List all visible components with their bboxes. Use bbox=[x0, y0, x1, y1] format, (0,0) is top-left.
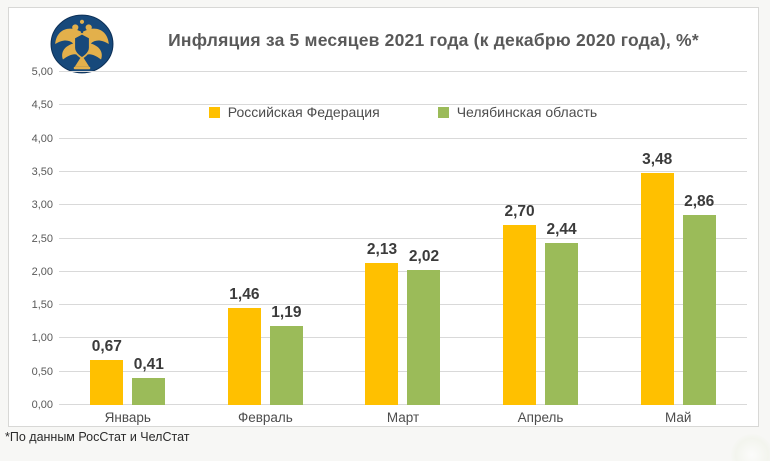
x-axis-label: Май bbox=[664, 410, 692, 425]
y-axis-tick-label: 2,00 bbox=[31, 265, 53, 278]
y-axis: 0,00 0,50 1,00 1,50 2,00 2,50 3,00 3,50 4,00 4,50… bbox=[19, 66, 53, 411]
bar-group: 2,70 2,44 bbox=[472, 72, 610, 405]
gridline bbox=[59, 237, 747, 239]
bar-chelyabinsk-oblast: 2,44 bbox=[545, 221, 579, 405]
gridline bbox=[59, 370, 747, 372]
y-axis-tick-label: 0,50 bbox=[31, 365, 53, 378]
legend-swatch-icon bbox=[208, 106, 220, 118]
legend-label: Челябинская область bbox=[456, 104, 598, 120]
legend-item-chelyabinsk-oblast: Челябинская область bbox=[437, 104, 598, 120]
bar-value-label: 0,41 bbox=[133, 355, 164, 373]
bar-russian-federation: 0,67 bbox=[90, 338, 124, 405]
bar-value-label: 0,67 bbox=[91, 338, 122, 356]
chart-panel: Инфляция за 5 месяцев 2021 года (к декаб… bbox=[8, 7, 770, 461]
bar-chelyabinsk-oblast: 2,02 bbox=[407, 248, 441, 405]
watermark bbox=[731, 434, 770, 461]
bar-chelyabinsk-oblast: 0,41 bbox=[132, 356, 166, 405]
x-axis: Январь Февраль Март Апрель Май bbox=[59, 410, 747, 425]
bar-value-label: 2,13 bbox=[366, 241, 398, 259]
y-axis-tick-label: 4,50 bbox=[31, 99, 53, 112]
legend-item-russian-federation: Российская Федерация bbox=[208, 104, 380, 120]
y-axis-tick-label: 3,50 bbox=[31, 165, 53, 178]
bar-value-label: 1,46 bbox=[229, 285, 260, 303]
bar-group: 2,13 2,02 bbox=[334, 72, 472, 405]
bar-value-label: 2,02 bbox=[408, 248, 440, 266]
legend-label: Российская Федерация bbox=[227, 104, 380, 120]
y-axis-tick-label: 4,00 bbox=[31, 132, 53, 145]
bar-value-label: 2,86 bbox=[684, 192, 715, 210]
x-axis-label: Март bbox=[386, 410, 420, 425]
gridline bbox=[59, 170, 747, 172]
bar-chelyabinsk-oblast: 1,19 bbox=[269, 304, 303, 405]
gridline bbox=[59, 304, 747, 306]
gridline bbox=[59, 404, 747, 405]
bar-value-label: 3,48 bbox=[642, 151, 673, 169]
legend: Российская Федерация Челябинская область bbox=[59, 104, 747, 120]
footnote: *По данным РосСтат и ЧелСтат bbox=[5, 430, 190, 444]
legend-swatch-icon bbox=[437, 106, 449, 118]
bar-russian-federation: 2,13 bbox=[365, 241, 399, 405]
bar-russian-federation: 1,46 bbox=[227, 286, 261, 405]
y-axis-tick-label: 2,50 bbox=[31, 232, 53, 245]
gridline bbox=[59, 270, 747, 272]
y-axis-tick-label: 5,00 bbox=[31, 66, 53, 78]
gridline bbox=[59, 104, 747, 106]
gridline bbox=[59, 204, 747, 206]
chart-title: Инфляция за 5 месяцев 2021 года (к декаб… bbox=[168, 30, 699, 50]
gridline bbox=[59, 137, 747, 139]
gridline bbox=[59, 71, 747, 72]
bar-group: 0,67 0,41 bbox=[59, 72, 197, 405]
bar-group: 3,48 2,86 bbox=[609, 72, 747, 405]
x-axis-label: Апрель bbox=[517, 410, 564, 425]
bar-value-label: 2,44 bbox=[546, 220, 577, 238]
x-axis-label: Февраль bbox=[237, 410, 293, 425]
bar-groups: 0,67 0,41 1,46 1,19 2,13 2,02 2,70 2,44 3,48 2,86 bbox=[59, 72, 747, 405]
y-axis-tick-label: 1,50 bbox=[31, 299, 53, 312]
y-axis-tick-label: 1,00 bbox=[31, 332, 53, 345]
bar-russian-federation: 3,48 bbox=[640, 151, 674, 405]
y-axis-tick-label: 3,00 bbox=[31, 199, 53, 212]
plot-area: Российская Федерация Челябинская область … bbox=[59, 71, 770, 461]
bar-chelyabinsk-oblast: 2,86 bbox=[682, 193, 716, 405]
bank-of-russia-emblem-icon bbox=[50, 14, 114, 74]
gridline bbox=[59, 337, 747, 339]
bar-russian-federation: 2,70 bbox=[503, 203, 537, 405]
y-axis-tick-label: 0,00 bbox=[31, 399, 53, 411]
bar-value-label: 1,19 bbox=[271, 303, 302, 321]
bar-group: 1,46 1,19 bbox=[197, 72, 335, 405]
x-axis-label: Январь bbox=[104, 410, 151, 425]
bar-value-label: 2,70 bbox=[504, 203, 535, 221]
